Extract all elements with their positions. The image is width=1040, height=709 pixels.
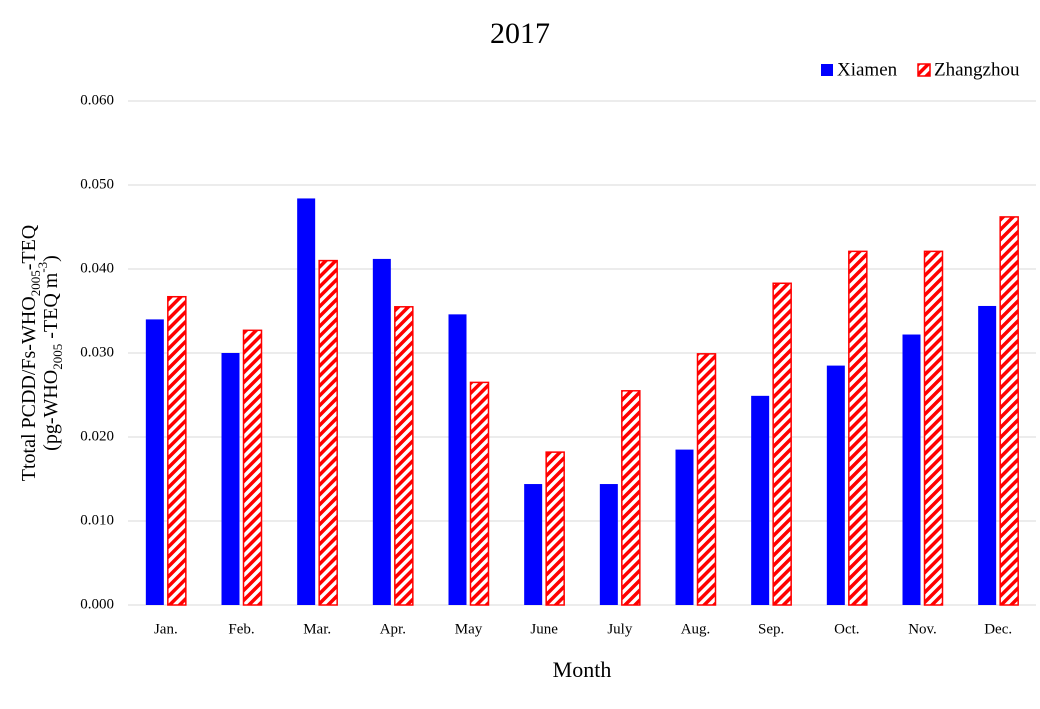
y-axis-label: Ttotal PCDD/Fs-WHO2005-TEQ [18, 224, 44, 481]
bar [999, 216, 1019, 606]
x-tick-label: July [607, 621, 633, 637]
x-tick-label: Feb. [228, 621, 254, 637]
bar [826, 365, 845, 605]
y-axis-label-part: (pg-WHO [40, 370, 62, 451]
bar [372, 258, 391, 605]
bar [902, 334, 921, 605]
y-axis-label-part: -3 [35, 262, 50, 273]
bar [923, 250, 944, 606]
bar [675, 449, 694, 605]
y-axis-label-part: 2005 [28, 270, 43, 296]
bar [751, 395, 770, 605]
bar [848, 250, 868, 606]
legend-swatch [917, 63, 931, 77]
x-tick-label: Dec. [984, 621, 1012, 637]
y-tick-label: 0.040 [80, 260, 114, 276]
legend-swatch [821, 64, 833, 76]
y-axis-label-part: ) [40, 255, 62, 262]
x-tick-label: Nov. [908, 621, 937, 637]
bar [772, 282, 792, 606]
y-tick-label: 0.050 [80, 176, 114, 192]
y-axis-label: (pg-WHO2005 -TEQ m-3) [35, 255, 65, 451]
bar [621, 390, 641, 606]
y-tick-label: 0.000 [80, 596, 114, 612]
bar [297, 198, 316, 605]
y-tick-label: 0.010 [80, 512, 114, 528]
x-tick-label: Mar. [303, 621, 331, 637]
chart-title: 2017 [490, 17, 550, 50]
bar [145, 319, 164, 605]
bar [696, 353, 717, 606]
bar [524, 484, 543, 605]
bar [167, 295, 187, 606]
y-tick-label: 0.020 [80, 428, 114, 444]
bar [221, 353, 240, 605]
x-tick-label: Sep. [758, 621, 784, 637]
x-tick-label: Apr. [380, 621, 406, 637]
y-tick-label: 0.060 [80, 92, 114, 108]
legend-label: Xiamen [837, 59, 898, 80]
x-tick-label: Jan. [154, 621, 178, 637]
x-tick-label: June [530, 621, 558, 637]
y-axis-label-part: -TEQ m [40, 272, 62, 344]
bar [242, 329, 263, 606]
x-tick-label: May [455, 621, 483, 637]
legend-label: Zhangzhou [934, 59, 1020, 80]
bar [394, 306, 414, 606]
y-axis-label-part: Ttotal PCDD/Fs-WHO [18, 296, 40, 481]
y-tick-label: 0.030 [80, 344, 114, 360]
y-axis-label-part: 2005 [50, 344, 65, 370]
x-tick-label: Aug. [681, 621, 711, 637]
bar [599, 484, 618, 605]
bar [545, 451, 565, 606]
y-axis-label-part: -TEQ [18, 224, 40, 270]
x-axis-label: Month [553, 657, 612, 682]
bar [318, 259, 338, 606]
bar [978, 305, 997, 605]
x-tick-label: Oct. [834, 621, 859, 637]
bar [469, 381, 490, 606]
bar [448, 314, 467, 605]
